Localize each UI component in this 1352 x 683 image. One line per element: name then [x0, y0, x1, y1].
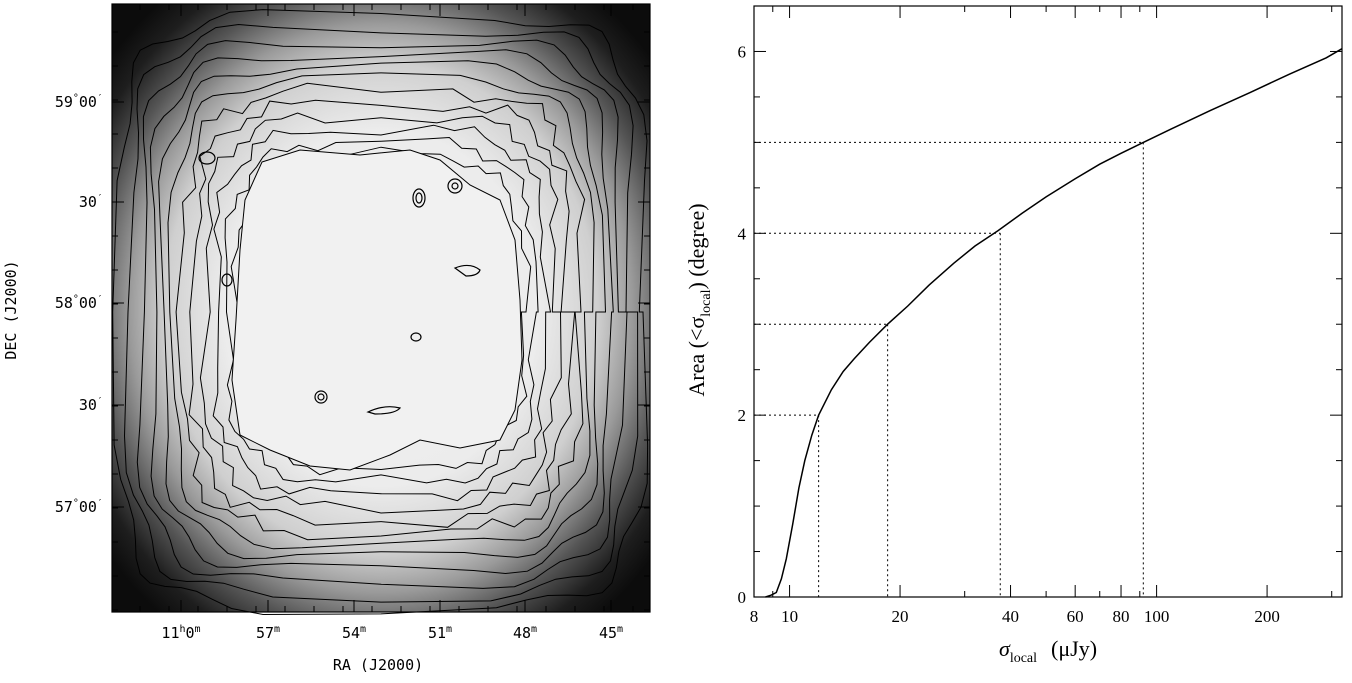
y-tick-labels: 0 2 4 6: [738, 42, 747, 607]
contour-level: [175, 82, 586, 541]
ra-tick-label: 51m: [428, 624, 452, 642]
area-curve-group: [765, 48, 1343, 598]
ra-tick-label: 57m: [256, 624, 280, 642]
contour-level: [224, 136, 539, 484]
area-chart-panel: 8 10 20 40 60 80 100 200 0 2 4 6 σlocal (μJy) Area …: [676, 0, 1352, 678]
x-tick-label: 20: [892, 607, 909, 626]
source-contour: [451, 182, 459, 190]
contour-level: [149, 49, 614, 575]
ra-tick-label: 48m: [513, 624, 537, 642]
y-axis-label: Area (<σlocal) (degree): [684, 203, 714, 396]
y-tick-label: 0: [738, 588, 747, 607]
map-axis-ticks: [112, 4, 650, 612]
ra-tick-label: 54m: [342, 624, 366, 642]
area-vs-sigma-chart: 8 10 20 40 60 80 100 200 0 2 4 6 σlocal (μJy) Area …: [684, 5, 1343, 666]
dec-tick-label: 57°00′: [55, 498, 103, 516]
dec-tick-label: 58°00′: [55, 294, 103, 312]
dec-tick-labels: 59°00′ 30′ 58°00′ 30′ 57°00′: [55, 93, 103, 516]
source-contour: [366, 406, 402, 415]
contour-map: 11h0m 57m 54m 51m 48m 45m 59°00′30′58°00′30′5…: [2, 3, 651, 674]
x-tick-label: 100: [1144, 607, 1170, 626]
ra-tick-label: 11h0m: [161, 624, 200, 642]
y-tick-label: 6: [738, 42, 747, 61]
dec-axis-label: DEC (J2000): [2, 260, 20, 359]
ra-axis-label: RA (J2000): [333, 656, 423, 674]
source-contour: [221, 273, 233, 287]
x-tick-label: 80: [1113, 607, 1130, 626]
contour-level: [158, 60, 607, 560]
source-contour: [412, 188, 426, 208]
contour-level: [136, 39, 628, 589]
source-contour: [198, 151, 216, 165]
contour-map-panel: 11h0m 57m 54m 51m 48m 45m 59°00′ 30′ 58°00′ 30′ 5…: [0, 0, 676, 678]
x-tick-label: 10: [781, 607, 798, 626]
inner-plateau: [231, 149, 523, 471]
contour-level: [167, 72, 595, 550]
source-contour: [314, 390, 328, 404]
source-contour: [317, 393, 325, 401]
source-contour: [447, 178, 463, 194]
y-tick-label: 4: [738, 224, 747, 243]
dec-tick-label: 59°00′: [55, 93, 103, 111]
source-contour: [410, 332, 422, 342]
source-contour: [453, 264, 481, 277]
x-tick-label: 200: [1254, 607, 1280, 626]
reference-lines: [754, 141, 1144, 597]
x-axis-label: σlocal (μJy): [999, 636, 1097, 666]
contour-level: [112, 9, 649, 616]
y-axis-ticks: [754, 50, 1342, 598]
dec-tick-label: 30′: [79, 396, 103, 414]
contour-lines: [112, 9, 649, 616]
x-tick-labels: 8 10 20 40 60 80 100 200: [750, 607, 1280, 626]
contour-level: [199, 112, 562, 514]
y-tick-label: 2: [738, 406, 747, 425]
contour-level: [123, 23, 639, 603]
x-tick-label: 8: [750, 607, 759, 626]
map-frame: [111, 3, 651, 613]
area-curve: [765, 48, 1343, 598]
chart-frame: [753, 5, 1343, 598]
source-contours: [198, 151, 481, 415]
contour-level: [212, 124, 552, 502]
dec-tick-label: 30′: [79, 193, 103, 211]
x-axis-ticks: [753, 6, 1333, 597]
source-contour: [415, 192, 423, 204]
x-tick-label: 40: [1002, 607, 1019, 626]
ra-tick-label: 45m: [599, 624, 623, 642]
ra-tick-labels: 11h0m 57m 54m 51m 48m 45m: [161, 624, 623, 642]
x-tick-label: 60: [1067, 607, 1084, 626]
contour-level: [230, 146, 532, 476]
contour-level: [188, 99, 576, 528]
